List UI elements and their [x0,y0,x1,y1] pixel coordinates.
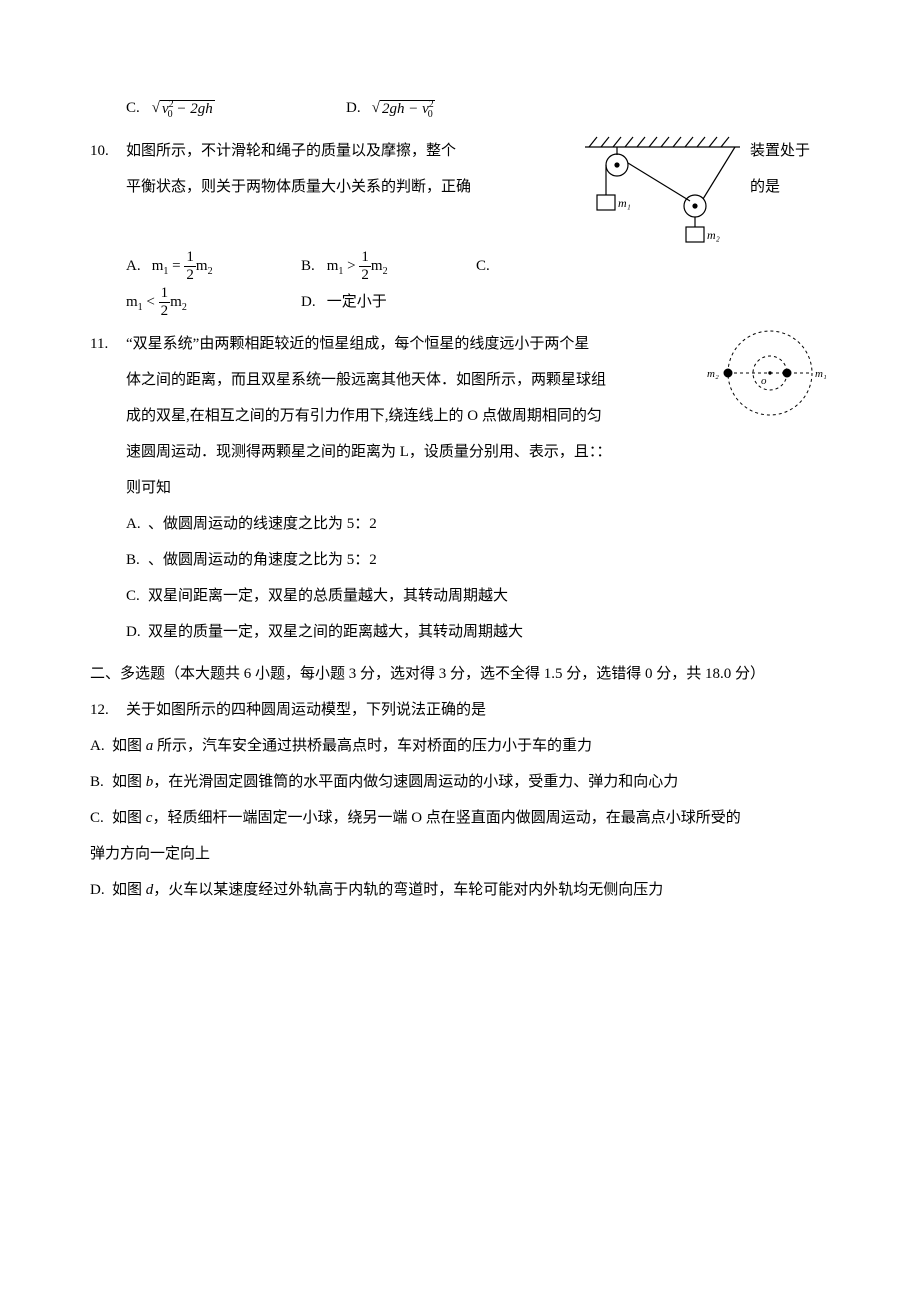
q9-d-label: D. [346,90,368,126]
binary-star-diagram-icon: m₁ m₂ o [705,326,830,421]
q10-option-a: A. m1 = 12m2 [126,248,301,284]
q11-fig-m1: m₁ [815,368,827,380]
q12-option-d: D.如图 d，火车以某速度经过外轨高于内轨的弯道时，车轮可能对内外轨均无侧向压力 [90,872,830,908]
q11-number: 11. [90,326,126,362]
q11-stem5: 则可知 [126,470,830,506]
q12-d-label: D. [90,872,112,908]
q11-stem2: 体之间的距离，而且双星系统一般远离其他天体．如图所示，两颗星球组 [126,362,697,398]
q10-c-label: C. [476,248,498,284]
q9-d-radicand: 2gh − v20 [380,100,435,117]
q10-c-expr: m1 < 12m2 [126,294,187,310]
sqrt-icon: √ [152,100,160,116]
q11-fig-o: o [761,375,767,387]
q10-stem-col: 如图所示，不计滑轮和绳子的质量以及摩擦，整个 平衡状态，则关于两物体质量大小关系… [126,133,567,205]
q12: 12. 关于如图所示的四种圆周运动模型，下列说法正确的是 [90,692,830,728]
q12-b-text: ，在光滑固定圆锥筒的水平面内做匀速圆周运动的小球，受重力、弹力和向心力 [153,774,678,790]
q11-d-label: D. [126,614,148,650]
q9-c-radicand: v20 − 2gh [160,100,215,117]
q11-d-text: 双星的质量一定，双星之间的距离越大，其转动周期越大 [148,624,523,640]
q10: 10. 如图所示，不计滑轮和绳子的质量以及摩擦，整个 平衡状态，则关于两物体质量… [90,133,830,320]
q11-option-d: D.双星的质量一定，双星之间的距离越大，其转动周期越大 [126,614,830,650]
q11-body: “双星系统”由两颗相距较近的恒星组成，每个恒星的线度远小于两个星 体之间的距离，… [126,326,830,650]
q10-d-label: D. [301,284,323,320]
q11-c-text: 双星间距离一定，双星的总质量越大，其转动周期越大 [148,588,508,604]
q10-fig-m1: m₁ [618,196,631,210]
q10-fig-m2: m₂ [707,228,720,242]
q11-b-text: 、做圆周运动的角速度之比为 5：2 [148,552,377,568]
q10-body: 如图所示，不计滑轮和绳子的质量以及摩擦，整个 平衡状态，则关于两物体质量大小关系… [126,133,830,320]
q12-b-label: B. [90,764,112,800]
q12-option-c: C.如图 c，轻质细杆一端固定一小球，绕另一端 O 点在竖直面内做圆周运动，在最… [90,800,830,836]
q11-c-label: C. [126,578,148,614]
q9-option-c: C. √v20 − 2gh [126,90,346,127]
q11-stem1: “双星系统”由两颗相距较近的恒星组成，每个恒星的线度远小于两个星 [126,326,697,362]
q11: 11. “双星系统”由两颗相距较近的恒星组成，每个恒星的线度远小于两个星 体之间… [90,326,830,650]
q11-stem-text: “双星系统”由两颗相距较近的恒星组成，每个恒星的线度远小于两个星 体之间的距离，… [126,326,697,434]
q12-a-text: 所示，汽车安全通过拱桥最高点时，车对桥面的压力小于车的重力 [153,738,592,754]
q10-b-label: B. [301,248,323,284]
q12-number: 12. [90,692,126,728]
q9-option-d: D. √2gh − v20 [346,90,435,127]
q12-a-label: A. [90,728,112,764]
q10-stem-line1b: 装置处于 [750,133,830,169]
q10-number: 10. [90,133,126,169]
q10-stem-line2b: 的是 [750,169,830,205]
q12-option-a: A.如图 a 所示，汽车安全通过拱桥最高点时，车对桥面的压力小于车的重力 [90,728,830,764]
q10-stem-line2a: 平衡状态，则关于两物体质量大小关系的判断，正确 [126,179,471,195]
sqrt-icon: √ [372,100,380,116]
section2-heading: 二、多选题（本大题共 6 小题，每小题 3 分，选对得 3 分，选不全得 1.5… [90,656,830,692]
page: C. √v20 − 2gh D. √2gh − v20 10. 如图所示，不计滑… [0,0,920,908]
q10-options-row2: m1 < 12m2 D. 一定小于 [126,284,830,320]
q12-option-c2: 弹力方向一定向上 [90,836,830,872]
q11-stem3: 成的双星,在相互之间的万有引力作用下,绕连线上的 O 点做周期相同的匀 [126,398,697,434]
q9-options-row: C. √v20 − 2gh D. √2gh − v20 [90,90,830,127]
q9-c-label: C. [126,90,148,126]
q11-stem4: 速圆周运动．现测得两颗星之间的距离为 L，设质量分别用、表示，且：： [126,434,830,470]
q10-stem-right: 装置处于 的是 [750,133,830,205]
q10-figure: m₁ m₂ [575,133,750,248]
q11-a-label: A. [126,506,148,542]
q10-a-expr: m1 = 12m2 [152,258,213,274]
pulley-diagram-icon: m₁ m₂ [575,133,750,248]
q12-c-text: ，轻质细杆一端固定一小球，绕另一端 O 点在竖直面内做圆周运动，在最高点小球所受… [152,810,740,826]
q10-b-expr: m1 > 12m2 [327,258,388,274]
q10-option-b: B. m1 > 12m2 [301,248,476,284]
q10-option-c-cont: m1 < 12m2 [126,284,301,320]
q12-option-b: B.如图 b，在光滑固定圆锥筒的水平面内做匀速圆周运动的小球，受重力、弹力和向心… [90,764,830,800]
q12-d-text: ，火车以某速度经过外轨高于内轨的弯道时，车轮可能对内外轨均无侧向压力 [153,882,663,898]
q11-option-c: C.双星间距离一定，双星的总质量越大，其转动周期越大 [126,578,830,614]
q11-figure: m₁ m₂ o [705,326,830,421]
q11-fig-m2: m₂ [707,368,719,380]
q10-options-row1: A. m1 = 12m2 B. m1 > 12m2 C. [126,248,830,284]
q11-option-a: A.、做圆周运动的线速度之比为 5：2 [126,506,830,542]
q12-stem: 关于如图所示的四种圆周运动模型，下列说法正确的是 [126,692,830,728]
q10-stem-line1a: 如图所示，不计滑轮和绳子的质量以及摩擦，整个 [126,143,456,159]
q10-a-label: A. [126,248,148,284]
q10-option-c: C. [476,248,498,284]
q10-option-d: D. 一定小于 [301,284,387,320]
q11-option-b: B.、做圆周运动的角速度之比为 5：2 [126,542,830,578]
q11-a-text: 、做圆周运动的线速度之比为 5：2 [148,516,377,532]
q10-d-text: 一定小于 [327,294,387,310]
q11-b-label: B. [126,542,148,578]
q12-c-label: C. [90,800,112,836]
